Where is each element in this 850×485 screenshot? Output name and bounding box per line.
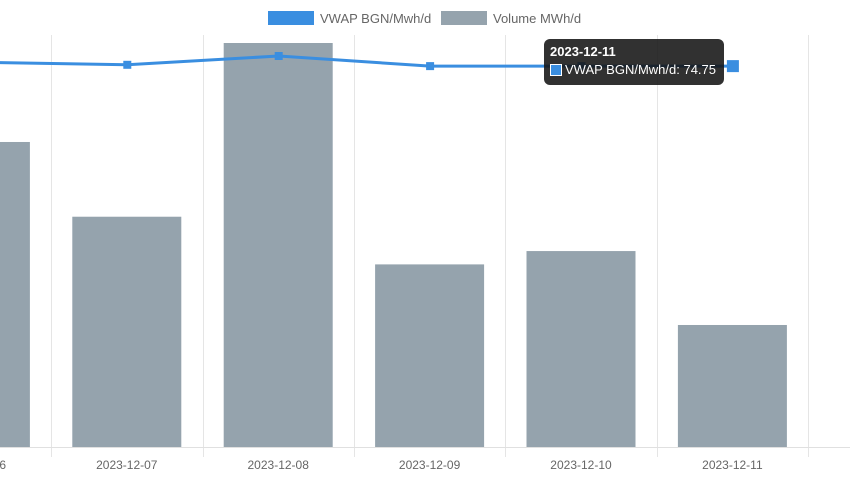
- x-tick-label: 2023-12-11: [702, 458, 763, 472]
- tooltip-swatch: [550, 64, 562, 76]
- legend: VWAP BGN/Mwh/d Volume MWh/d: [0, 8, 850, 28]
- legend-swatch-volume: [441, 11, 487, 25]
- legend-swatch-vwap: [268, 11, 314, 25]
- tooltip-row: VWAP BGN/Mwh/d: 74.75: [550, 61, 718, 79]
- x-tick-label: 2023-12-08: [248, 458, 310, 472]
- legend-label-volume: Volume MWh/d: [493, 10, 582, 26]
- x-tick-label: 2023-12-07: [96, 458, 158, 472]
- legend-label-vwap: VWAP BGN/Mwh/d: [320, 10, 432, 26]
- volume-bar: [375, 264, 485, 447]
- x-tick-label: 2023-12-10: [550, 458, 612, 472]
- volume-bar: [72, 216, 182, 447]
- vwap-point: [274, 52, 283, 60]
- tooltip: 2023-12-11 VWAP BGN/Mwh/d: 74.75: [544, 39, 724, 85]
- x-tick-label: 2023-12-09: [399, 458, 461, 472]
- tooltip-title: 2023-12-11: [550, 44, 616, 59]
- legend-item-volume[interactable]: Volume MWh/d: [441, 8, 581, 28]
- vwap-point-active: [726, 60, 739, 73]
- vwap-point: [426, 62, 435, 71]
- x-tick-label: 2023-12-06: [0, 458, 6, 472]
- grid: [0, 35, 850, 457]
- volume-bar: [526, 251, 636, 447]
- x-axis: 2023-12-06 2023-12-07 2023-12-08 2023-12-09…: [0, 458, 763, 472]
- tooltip-row-text: VWAP BGN/Mwh/d: 74.75: [565, 62, 717, 77]
- volume-bar: [0, 141, 30, 448]
- vwap-point: [123, 60, 132, 69]
- legend-item-vwap[interactable]: VWAP BGN/Mwh/d: [268, 8, 431, 28]
- volume-bars: [0, 43, 787, 448]
- volume-bar: [677, 324, 787, 447]
- volume-bar: [223, 43, 333, 447]
